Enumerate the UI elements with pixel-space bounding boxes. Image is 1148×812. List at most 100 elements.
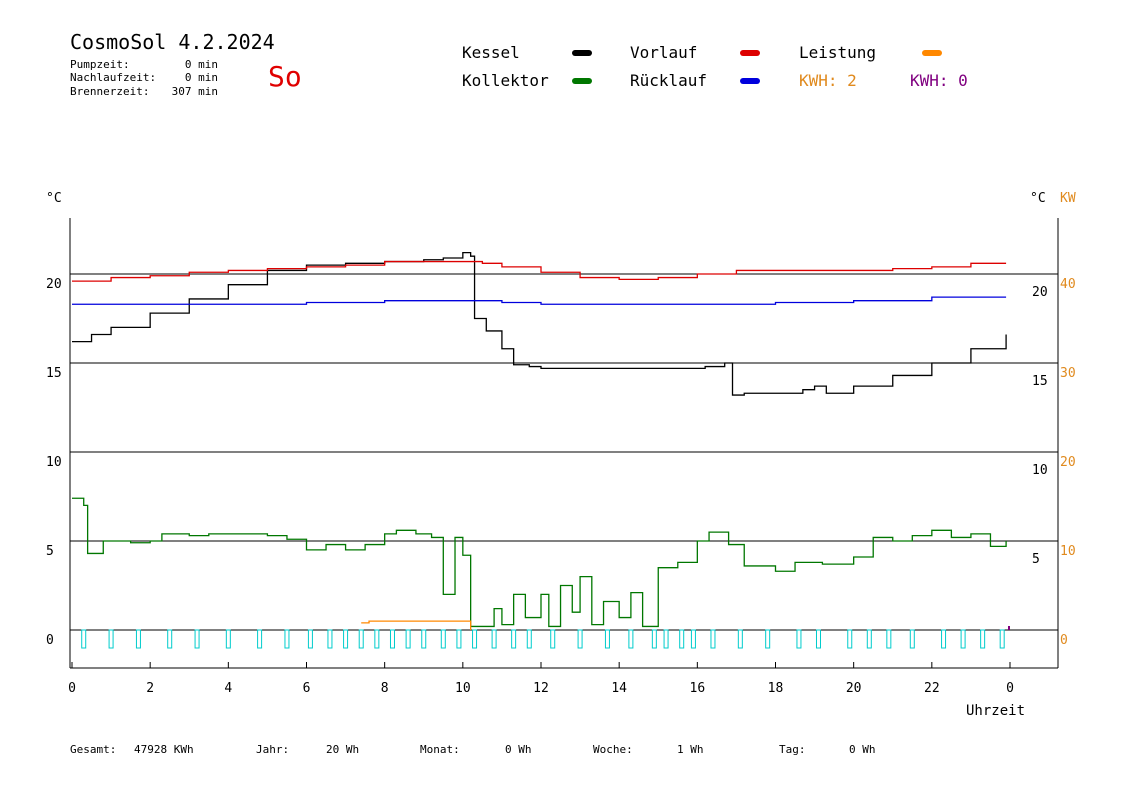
- stat-pumpzeit-value: 0 min: [184, 58, 218, 71]
- legend-leistung-label: Leistung: [799, 43, 877, 62]
- footer-gesamt-value: 47928 KWh: [134, 743, 194, 756]
- pump-pulse-34: [815, 629, 821, 649]
- pump-pulse-1: [108, 629, 114, 649]
- legend-vorlauf-swatch: [740, 50, 760, 56]
- right-axis-unit: °C: [1030, 191, 1046, 206]
- series-line-kessel: [72, 251, 1007, 396]
- series-line-leistung: [361, 620, 472, 630]
- legend-kwh-purple: KWH: 0: [910, 71, 968, 90]
- pump-pulse-41: [980, 629, 986, 649]
- pump-pulse-17: [456, 629, 462, 649]
- x-tick-label-7: 14: [611, 681, 627, 696]
- series-line-kollektor: [72, 497, 1007, 628]
- y-right-kw-tick-label-40: 40: [1060, 277, 1076, 292]
- x-tick-label-6: 12: [533, 681, 549, 696]
- pump-pulse-18: [472, 629, 478, 649]
- pump-pulse-13: [389, 629, 395, 649]
- y-right-temp-tick-label-20: 20: [1032, 285, 1048, 300]
- pump-pulse-7: [284, 629, 290, 649]
- pump-pulse-20: [511, 629, 517, 649]
- pump-pulse-26: [651, 629, 657, 649]
- pump-pulse-2: [135, 629, 141, 649]
- pump-pulse-37: [886, 629, 892, 649]
- footer-monat-value: 0 Wh: [505, 743, 532, 756]
- pump-pulse-22: [550, 629, 556, 649]
- pump-pulse-12: [374, 629, 380, 649]
- pump-pulse-31: [737, 629, 743, 649]
- pump-pulse-29: [690, 629, 696, 649]
- legend-ruecklauf-swatch: [740, 78, 760, 84]
- legend-leistung-swatch: [922, 50, 942, 56]
- series-line-vorlauf: [72, 260, 1007, 282]
- weekday-label: So: [268, 60, 302, 93]
- footer-woche-label: Woche:: [593, 743, 633, 756]
- legend-kollektor-swatch: [572, 78, 592, 84]
- pump-pulse-0: [81, 629, 87, 649]
- x-tick-label-12: 0: [1006, 681, 1014, 696]
- chart-title: CosmoSol 4.2.2024: [70, 30, 275, 54]
- stat-brennerzeit-value: 307 min: [171, 85, 218, 98]
- pump-pulse-14: [405, 629, 411, 649]
- y-left-tick-label-5: 5: [46, 544, 54, 559]
- x-tick-label-10: 20: [846, 681, 862, 696]
- legend-ruecklauf-label: Rücklauf: [630, 71, 708, 90]
- legend-kessel-swatch: [572, 50, 592, 56]
- footer-tag-value: 0 Wh: [849, 743, 876, 756]
- pump-pulse-19: [491, 629, 497, 649]
- right-axis-kw-unit: KW: [1060, 191, 1076, 206]
- pump-pulse-24: [604, 629, 610, 649]
- pump-pulse-39: [941, 629, 947, 649]
- pump-pulse-23: [577, 629, 583, 649]
- pump-pulse-10: [343, 629, 349, 649]
- legend-kessel-label: Kessel: [462, 43, 520, 62]
- x-tick-label-9: 18: [768, 681, 784, 696]
- footer-jahr-label: Jahr:: [256, 743, 290, 756]
- pump-pulse-38: [909, 629, 915, 649]
- pump-pulse-40: [960, 629, 966, 649]
- pump-pulse-4: [194, 629, 200, 649]
- y-right-kw-tick-label-30: 30: [1060, 366, 1076, 381]
- pump-pulse-15: [421, 629, 427, 649]
- footer-woche-value: 1 Wh: [677, 743, 704, 756]
- pump-pulse-9: [327, 629, 333, 649]
- stat-pumpzeit-label: Pumpzeit:: [70, 58, 130, 71]
- x-tick-label-0: 0: [68, 681, 76, 696]
- x-tick-label-1: 2: [146, 681, 154, 696]
- stat-nachlaufzeit-label: Nachlaufzeit:: [70, 71, 157, 84]
- x-tick-label-11: 22: [924, 681, 940, 696]
- x-axis-label: Uhrzeit: [966, 703, 1025, 719]
- pump-pulse-8: [307, 629, 313, 649]
- pump-pulse-27: [663, 629, 669, 649]
- pump-pulse-35: [847, 629, 853, 649]
- pump-pulse-11: [358, 629, 364, 649]
- pump-pulse-36: [866, 629, 872, 649]
- footer-gesamt-label: Gesamt:: [70, 743, 117, 756]
- x-tick-label-4: 8: [381, 681, 389, 696]
- y-right-kw-tick-label-20: 20: [1060, 455, 1076, 470]
- stat-nachlaufzeit-value: 0 min: [184, 71, 218, 84]
- x-tick-label-8: 16: [690, 681, 706, 696]
- series-line-rcklauf: [72, 296, 1007, 305]
- y-left-tick-label-20: 20: [46, 277, 62, 292]
- y-right-kw-tick-label-0: 0: [1060, 633, 1068, 648]
- pump-pulse-25: [628, 629, 634, 649]
- y-right-temp-tick-label-15: 15: [1032, 374, 1048, 389]
- left-axis-unit: °C: [46, 191, 62, 206]
- y-left-tick-label-10: 10: [46, 455, 62, 470]
- footer-monat-label: Monat:: [420, 743, 460, 756]
- y-right-temp-tick-label-5: 5: [1032, 552, 1040, 567]
- x-tick-label-5: 10: [455, 681, 471, 696]
- pump-pulse-33: [796, 629, 802, 649]
- pump-pulse-16: [440, 629, 446, 649]
- pump-pulse-3: [167, 629, 173, 649]
- pump-pulse-21: [526, 629, 532, 649]
- legend-kwh-orange: KWH: 2: [799, 71, 857, 90]
- pump-pulse-5: [225, 629, 231, 649]
- pump-pulse-30: [710, 629, 716, 649]
- y-right-kw-tick-label-10: 10: [1060, 544, 1076, 559]
- pump-pulse-6: [257, 629, 263, 649]
- y-left-tick-label-15: 15: [46, 366, 62, 381]
- legend-kollektor-label: Kollektor: [462, 71, 549, 90]
- x-tick-label-2: 4: [224, 681, 232, 696]
